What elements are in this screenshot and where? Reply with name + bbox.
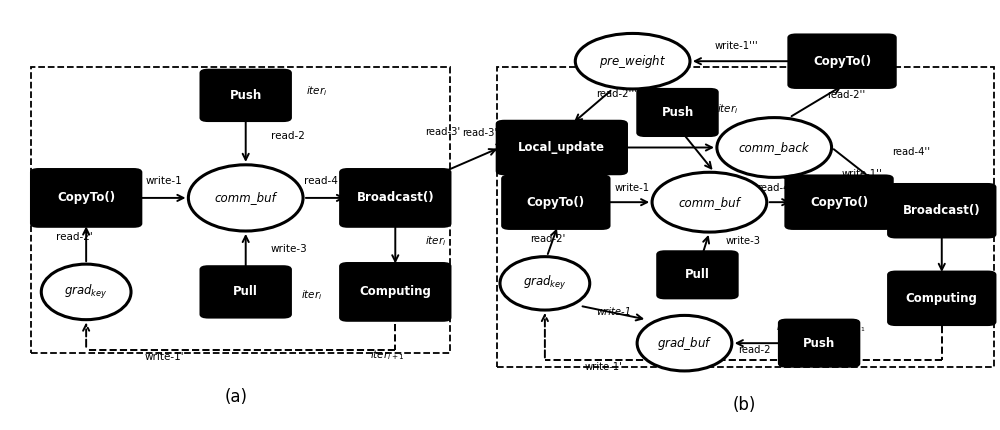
FancyBboxPatch shape xyxy=(340,263,451,321)
Text: Computing: Computing xyxy=(359,286,431,298)
Text: $grad_{key}$: $grad_{key}$ xyxy=(523,274,567,292)
Ellipse shape xyxy=(41,264,131,319)
Text: read-3': read-3' xyxy=(425,127,460,137)
FancyBboxPatch shape xyxy=(200,266,291,318)
Text: Push: Push xyxy=(230,89,262,102)
Text: $pre\_weight$: $pre\_weight$ xyxy=(599,53,666,70)
Text: read-2''': read-2''' xyxy=(596,89,637,99)
Text: Pull: Pull xyxy=(685,268,710,281)
Bar xyxy=(497,67,994,367)
Text: Broadcast(): Broadcast() xyxy=(356,191,434,204)
Text: read-4: read-4 xyxy=(757,183,789,193)
Text: $iter_i$: $iter_i$ xyxy=(306,84,327,98)
Text: CopyTo(): CopyTo() xyxy=(57,191,115,204)
Text: CopyTo(): CopyTo() xyxy=(813,55,871,68)
Text: read-3': read-3' xyxy=(462,128,497,138)
Text: comm_buf: comm_buf xyxy=(215,191,277,204)
FancyBboxPatch shape xyxy=(888,184,996,238)
Text: (b): (b) xyxy=(733,396,756,414)
Text: Local_update: Local_update xyxy=(518,141,605,154)
Text: write-3: write-3 xyxy=(271,244,307,254)
Text: $iter_{i-1},...,iter_{i-k-1}$: $iter_{i-1},...,iter_{i-k-1}$ xyxy=(776,322,866,335)
FancyBboxPatch shape xyxy=(637,89,718,136)
Text: CopyTo(): CopyTo() xyxy=(527,196,585,209)
Ellipse shape xyxy=(652,172,767,232)
Ellipse shape xyxy=(500,257,590,310)
FancyBboxPatch shape xyxy=(657,251,738,298)
Text: read-4'': read-4'' xyxy=(892,147,930,157)
Ellipse shape xyxy=(188,165,303,231)
Text: write-1''': write-1''' xyxy=(714,41,758,51)
Ellipse shape xyxy=(575,34,690,89)
Text: $iter_i$: $iter_i$ xyxy=(425,235,447,249)
FancyBboxPatch shape xyxy=(340,169,451,227)
Ellipse shape xyxy=(637,315,732,371)
Text: write-1': write-1' xyxy=(144,352,184,362)
Text: $iter_i$: $iter_i$ xyxy=(717,102,739,116)
Text: $iter_i$: $iter_i$ xyxy=(301,288,322,302)
Text: CopyTo(): CopyTo() xyxy=(810,196,868,209)
FancyBboxPatch shape xyxy=(788,34,896,88)
Text: $grad\_buf$: $grad\_buf$ xyxy=(657,335,712,352)
Text: read-4: read-4 xyxy=(304,176,337,186)
Text: write-1: write-1 xyxy=(615,183,650,193)
Text: Computing: Computing xyxy=(906,292,978,305)
Text: write-3: write-3 xyxy=(725,236,760,246)
FancyBboxPatch shape xyxy=(200,70,291,121)
Text: $iter_{i+1}$: $iter_{i+1}$ xyxy=(370,348,405,362)
Ellipse shape xyxy=(717,117,832,178)
FancyBboxPatch shape xyxy=(779,319,859,367)
Text: write-1: write-1 xyxy=(146,176,182,186)
Text: read-2: read-2 xyxy=(271,131,305,141)
FancyBboxPatch shape xyxy=(502,175,610,229)
Text: write-1': write-1' xyxy=(585,362,623,372)
FancyBboxPatch shape xyxy=(888,271,996,325)
Text: Push: Push xyxy=(661,106,694,119)
Text: Push: Push xyxy=(803,337,835,350)
FancyBboxPatch shape xyxy=(785,175,893,229)
Text: read-2: read-2 xyxy=(738,345,771,356)
Text: read-2': read-2' xyxy=(56,232,93,242)
Text: read-2': read-2' xyxy=(530,234,565,244)
Text: comm_back: comm_back xyxy=(739,141,810,154)
Text: Pull: Pull xyxy=(233,286,258,298)
Text: write-3'': write-3'' xyxy=(657,129,698,139)
Text: write-1'': write-1'' xyxy=(842,169,883,179)
Text: comm_buf: comm_buf xyxy=(679,196,740,209)
Text: Broadcast(): Broadcast() xyxy=(903,204,981,217)
Text: $grad_{key}$: $grad_{key}$ xyxy=(64,283,108,301)
Text: read-2'': read-2'' xyxy=(827,89,865,99)
Text: write-1: write-1 xyxy=(596,307,631,317)
FancyBboxPatch shape xyxy=(497,120,627,175)
Text: (a): (a) xyxy=(224,387,247,405)
Bar xyxy=(31,67,450,353)
FancyBboxPatch shape xyxy=(31,169,141,227)
Text: read-2: read-2 xyxy=(727,142,760,153)
